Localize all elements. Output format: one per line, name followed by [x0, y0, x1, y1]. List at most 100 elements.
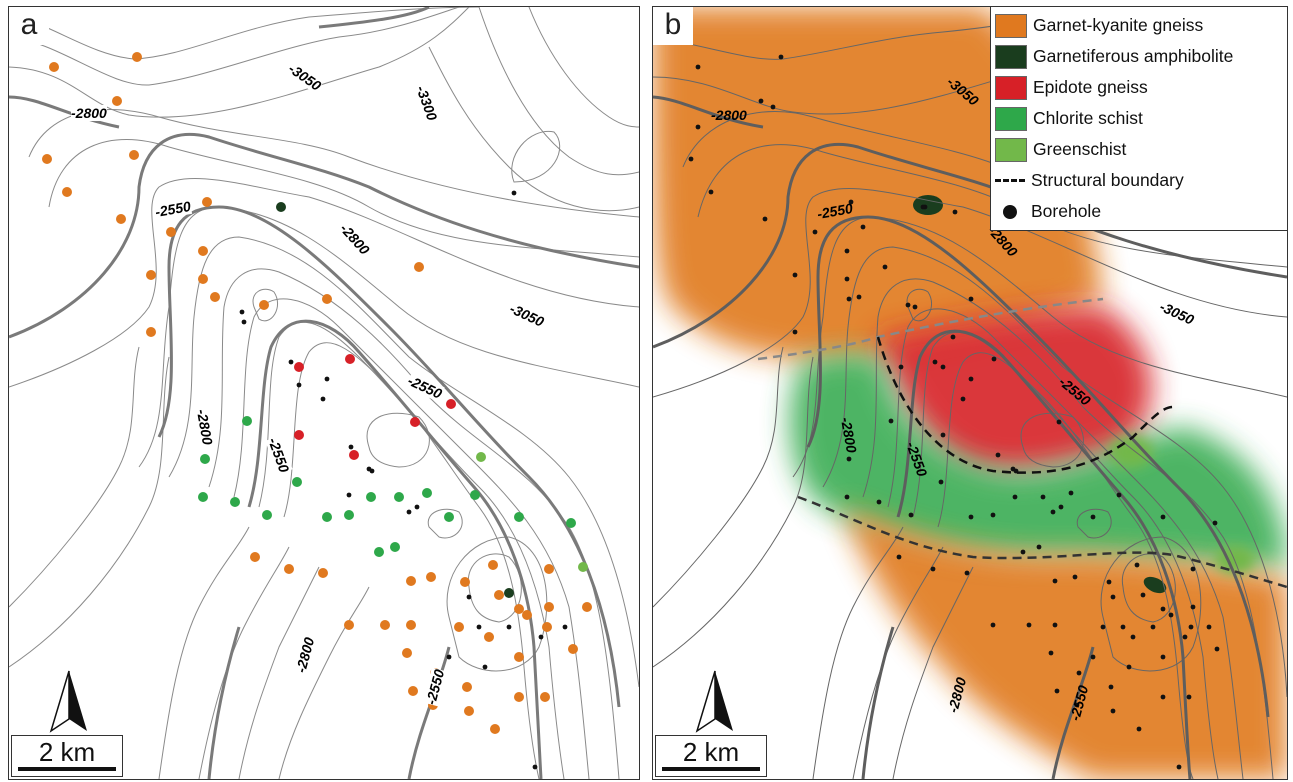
index-contour-line [861, 626, 895, 779]
borehole-marker [464, 706, 474, 716]
contour-line [937, 352, 1194, 779]
borehole-marker [778, 54, 784, 60]
borehole-marker [688, 156, 694, 162]
borehole-marker [1068, 490, 1074, 496]
contour-line [653, 187, 1287, 398]
legend-label: Epidote gneiss [1033, 77, 1148, 97]
borehole-marker [390, 542, 400, 552]
borehole-marker [544, 602, 554, 612]
contour-line [233, 298, 590, 779]
borehole-marker [514, 512, 524, 522]
borehole-marker [695, 124, 701, 130]
borehole-marker [239, 309, 245, 315]
borehole-marker [380, 620, 390, 630]
structural-boundary-line [876, 336, 1174, 474]
index-contour-line [806, 215, 1270, 718]
contour-line [198, 546, 290, 779]
borehole-marker [844, 276, 850, 282]
borehole-marker [322, 512, 332, 522]
borehole-marker [374, 547, 384, 557]
borehole-marker [410, 417, 420, 427]
legend-label: Borehole [1031, 201, 1102, 221]
borehole-marker [856, 294, 862, 300]
borehole-marker [582, 602, 592, 612]
borehole-marker [1040, 494, 1046, 500]
borehole-marker [406, 576, 416, 586]
borehole-marker [1116, 492, 1122, 498]
contour-line [912, 331, 1219, 779]
borehole-marker [1090, 654, 1096, 660]
index-contour-line [407, 646, 451, 779]
legend-swatch [995, 137, 1027, 162]
scale-bar-line [18, 767, 116, 771]
borehole-marker [476, 624, 482, 630]
borehole-marker [960, 396, 966, 402]
contour-line [1100, 536, 1202, 672]
legend-item-structural-boundary: Structural boundary [995, 165, 1283, 196]
contour-line [428, 46, 639, 212]
contour-line [1020, 412, 1084, 468]
structural-boundaries [757, 297, 1287, 589]
borehole-marker [932, 359, 938, 365]
borehole-marker [406, 509, 412, 515]
borehole-marker [210, 292, 220, 302]
borehole-marker [1150, 624, 1156, 630]
legend-label: Greenschist [1033, 139, 1127, 159]
borehole-marker [568, 644, 578, 654]
borehole-marker [129, 150, 139, 160]
borehole-marker [1182, 634, 1188, 640]
borehole-marker [920, 204, 926, 210]
index-contour-line [1051, 646, 1095, 779]
unit-garnetiferous-amphibolite [1143, 576, 1167, 594]
borehole-marker [991, 356, 997, 362]
scale-bar: 2 km [11, 735, 123, 777]
panel-letter-a: a [9, 7, 49, 45]
borehole-marker [695, 64, 701, 70]
borehole-marker [1212, 520, 1218, 526]
borehole-marker [538, 634, 544, 640]
contour-line [822, 246, 1287, 698]
borehole-marker [544, 564, 554, 574]
borehole-marker [1176, 764, 1182, 770]
contour-line [9, 177, 639, 388]
borehole-marker [542, 622, 552, 632]
borehole-marker [522, 610, 532, 620]
scale-bar: 2 km [655, 735, 767, 777]
unit-garnet-kyanite-gneiss-south [843, 507, 1287, 779]
borehole-marker [968, 514, 974, 520]
borehole-marker [426, 572, 436, 582]
borehole-marker [394, 492, 404, 502]
borehole-marker [1190, 566, 1196, 572]
borehole-marker [200, 454, 210, 464]
borehole-marker [242, 416, 252, 426]
contour-line [446, 536, 548, 672]
contour-line [48, 139, 639, 258]
unit-epidote-gneiss [878, 307, 1152, 472]
borehole-marker [1168, 612, 1174, 618]
borehole-marker [444, 512, 454, 522]
borehole-marker [414, 504, 420, 510]
borehole-marker [446, 654, 452, 660]
borehole-marker [504, 588, 514, 598]
borehole-marker [514, 604, 524, 614]
borehole-marker [250, 552, 260, 562]
borehole-marker [990, 512, 996, 518]
contour-line [511, 131, 561, 183]
contour-line [283, 342, 540, 779]
borehole-marker [320, 396, 326, 402]
contour-line [427, 508, 463, 539]
borehole-marker [1013, 468, 1019, 474]
borehole-marker [482, 664, 488, 670]
borehole-marker [422, 488, 432, 498]
contour-line [9, 346, 140, 608]
legend-item-epidote-gneiss: Epidote gneiss [995, 72, 1283, 103]
borehole-marker [490, 724, 500, 734]
borehole-marker [259, 300, 269, 310]
borehole-marker [762, 216, 768, 222]
borehole-marker [294, 362, 304, 372]
legend-item-chlorite-schist: Chlorite schist [995, 103, 1283, 134]
borehole-marker [1036, 544, 1042, 550]
borehole-marker [540, 692, 550, 702]
borehole-marker [938, 479, 944, 485]
borehole-marker [1120, 624, 1126, 630]
